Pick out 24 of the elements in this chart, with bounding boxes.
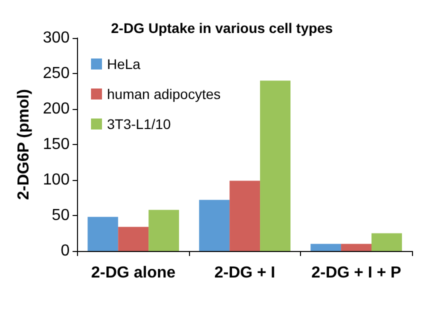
bar bbox=[260, 80, 290, 251]
bar bbox=[310, 244, 342, 251]
y-tick-label: 0 bbox=[60, 242, 70, 260]
y-tick-label: 50 bbox=[52, 207, 70, 224]
bar bbox=[148, 210, 180, 251]
bar bbox=[372, 233, 402, 251]
legend-label: 3T3-L1/10 bbox=[107, 116, 172, 132]
y-tick-label: 100 bbox=[42, 172, 70, 188]
x-tick-label: 2-DG + I bbox=[214, 264, 276, 282]
legend-label: HeLa bbox=[107, 56, 141, 72]
bar bbox=[118, 226, 149, 251]
legend-label: human adipocytes bbox=[107, 86, 221, 102]
x-tick-label: 2-DG alone bbox=[91, 264, 176, 282]
bar bbox=[230, 180, 260, 251]
x-tick-label: 2-DG + I + P bbox=[311, 264, 402, 282]
y-tick-label: 300 bbox=[42, 30, 70, 46]
bar bbox=[88, 216, 118, 251]
y-tick-label: 150 bbox=[42, 136, 70, 153]
chart-title: 2-DG Uptake in various cell types bbox=[111, 20, 333, 36]
y-tick-label: 200 bbox=[42, 100, 70, 118]
bar bbox=[199, 200, 230, 251]
bar bbox=[341, 244, 372, 251]
y-tick-label: 250 bbox=[42, 65, 70, 82]
y-axis-title: 2-DG6P (pmol) bbox=[16, 89, 32, 200]
